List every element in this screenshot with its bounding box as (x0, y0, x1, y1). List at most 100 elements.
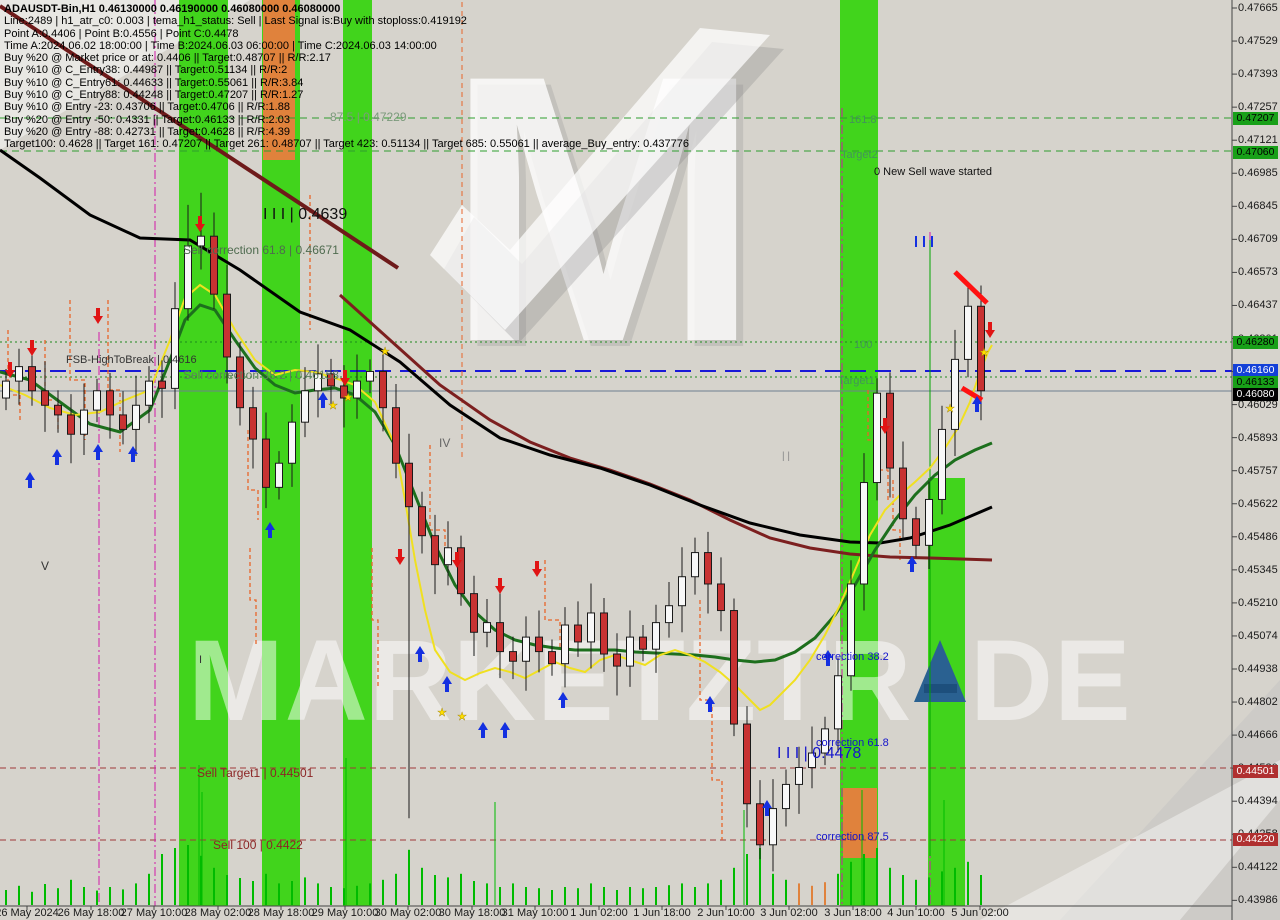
buy-arrow-icon (478, 722, 488, 738)
info-line: Buy %20 @ Market price or at: 0.4406 || … (4, 52, 331, 65)
price-axis-label: 0.47121 (1238, 134, 1278, 147)
level-lines (0, 0, 1232, 906)
buy-arrow-icon (128, 446, 138, 462)
sell-arrow-icon (985, 322, 995, 338)
time-axis-label: 29 May 10:00 (311, 907, 379, 919)
time-axis-label: 5 Jun 02:00 (951, 907, 1009, 919)
price-axis-label: 0.46985 (1238, 167, 1278, 180)
price-axis-label: 0.44802 (1238, 696, 1278, 709)
buy-arrow-icon (25, 472, 35, 488)
info-line: Buy %10 @ C_Entry61: 0.44633 || Target:0… (4, 76, 304, 89)
price-axis-label: 0.47529 (1238, 35, 1278, 48)
signal-arrows: ★ ★ ★ ★ ★ ★ ★ (5, 216, 995, 816)
price-axis-label: 0.45757 (1238, 464, 1278, 477)
chart-label: Sell correction 61.8 | 0.46671 (183, 243, 339, 257)
chart-label: V (41, 559, 50, 573)
time-axis-label: 4 Jun 10:00 (887, 907, 945, 919)
star-marker-icon: ★ (457, 711, 467, 723)
info-line: Buy %10 @ Entry -23: 0.43706 || Target:0… (4, 101, 290, 114)
price-badge: 0.46280 (1233, 335, 1278, 349)
chart-label: correction 38.2 (816, 651, 889, 663)
price-axis-label: 0.44394 (1238, 795, 1278, 808)
price-axis-label: 0.47257 (1238, 101, 1278, 114)
buy-arrow-icon (265, 522, 275, 538)
price-axis-label: 0.46437 (1238, 299, 1278, 312)
watermark-text-right: DE (970, 617, 1132, 745)
sell-arrow-icon (195, 216, 205, 232)
red-trend-segments (953, 270, 989, 403)
buy-arrow-icon (318, 392, 328, 408)
axis-frame (0, 0, 1237, 920)
chart-label: IV (439, 436, 451, 450)
sell-arrow-icon (880, 418, 890, 434)
chart-label: 0 New Sell wave started (874, 166, 992, 178)
price-axis-label: 0.45893 (1238, 431, 1278, 444)
watermark: MMMARKETZTRDE (188, 0, 1132, 745)
star-marker-icon: ★ (979, 347, 989, 359)
price-axis-label: 0.44122 (1238, 861, 1278, 874)
price-badge: 0.46133 (1233, 375, 1278, 389)
buy-arrow-icon (762, 800, 772, 816)
watermark-text-left: MARKETZTR (188, 617, 912, 745)
price-badge: 0.46160 (1233, 363, 1278, 377)
chart-label: | | (782, 451, 790, 462)
chart-label: 161.8 (849, 114, 877, 126)
info-line: Buy %20 @ Entry -50: 0.4331 || Target:0.… (4, 113, 290, 126)
buy-arrow-icon (558, 692, 568, 708)
time-axis-label: 3 Jun 02:00 (760, 907, 818, 919)
time-axis-label: 1 Jun 02:00 (570, 907, 628, 919)
chart-label: I I I | 0.4478 (777, 745, 862, 762)
sell-arrow-icon (452, 552, 462, 568)
sell-arrow-icon (340, 370, 350, 386)
info-line: Buy %20 @ Entry -88: 0.42731 || Target:0… (4, 125, 290, 138)
time-axis-label: 31 May 10:00 (501, 907, 569, 919)
time-axis-label: 28 May 02:00 (184, 907, 252, 919)
time-axis-label: 30 May 18:00 (438, 907, 506, 919)
star-marker-icon: ★ (437, 707, 447, 719)
price-badge: 0.46080 (1233, 387, 1278, 401)
buy-arrow-icon (907, 556, 917, 572)
buy-arrow-icon (93, 444, 103, 460)
price-axis-label: 0.46709 (1238, 233, 1278, 246)
buy-arrow-icon (972, 396, 982, 412)
price-badge: 0.47060 (1233, 145, 1278, 159)
info-line: Buy %10 @ C_Entry88: 0.44248 || Target:0… (4, 89, 304, 102)
star-marker-icon: ★ (343, 392, 353, 404)
price-badge: 0.47207 (1233, 111, 1278, 125)
info-line: Target100: 0.4628 || Target 161: 0.47207… (4, 138, 690, 151)
price-axis-label: 0.44938 (1238, 663, 1278, 675)
buy-arrow-icon (705, 696, 715, 712)
chart-label: Sell Target1 | 0.44501 (197, 766, 314, 780)
chart-label: 100 (854, 339, 873, 351)
price-axis-label: 0.44666 (1238, 729, 1278, 742)
sell-arrow-icon (27, 340, 37, 356)
price-axis-label: 0.47393 (1238, 68, 1278, 81)
chart-label: FSB-HighToBreak | 0.4616 (66, 354, 197, 366)
chart-label: Sell correction 38.2 | 0.46158 (183, 368, 339, 382)
time-axis-label: 28 May 18:00 (247, 907, 315, 919)
time-axis-label: 1 Jun 18:00 (633, 907, 691, 919)
sell-arrow-icon (5, 362, 15, 378)
sell-arrow-icon (395, 549, 405, 565)
price-axis-label: 0.45210 (1238, 596, 1278, 609)
star-marker-icon: ★ (945, 403, 955, 415)
symbol-quote-line: ADAUSDT-Bin,H1 0.46130000 0.46190000 0.4… (4, 3, 341, 15)
sell-arrow-icon (495, 578, 505, 594)
info-line: Line:2489 | h1_atr_c0: 0.003 | tema_h1_s… (4, 15, 467, 28)
price-axis-label: 0.45486 (1238, 530, 1278, 543)
info-panel: ADAUSDT-Bin,H1 0.46130000 0.46190000 0.4… (4, 3, 689, 151)
time-axis-label: 26 May 2024 (0, 907, 59, 919)
time-axis-label: 30 May 02:00 (374, 907, 442, 919)
buy-arrow-icon (442, 676, 452, 692)
buy-arrow-icon (823, 650, 833, 666)
info-line: Buy %10 @ C_Entry38: 0.44987 || Target:0… (4, 64, 288, 77)
chart-label: I (199, 654, 203, 666)
price-axis-label: 0.46845 (1238, 200, 1278, 213)
time-axis-label: 3 Jun 18:00 (824, 907, 882, 919)
chart-label: Sell 100 | 0.4422 (213, 838, 303, 852)
price-axis-label: 0.45622 (1238, 497, 1278, 510)
chart-label: Target1 (838, 375, 875, 387)
price-axis-label: 0.45345 (1238, 563, 1278, 576)
